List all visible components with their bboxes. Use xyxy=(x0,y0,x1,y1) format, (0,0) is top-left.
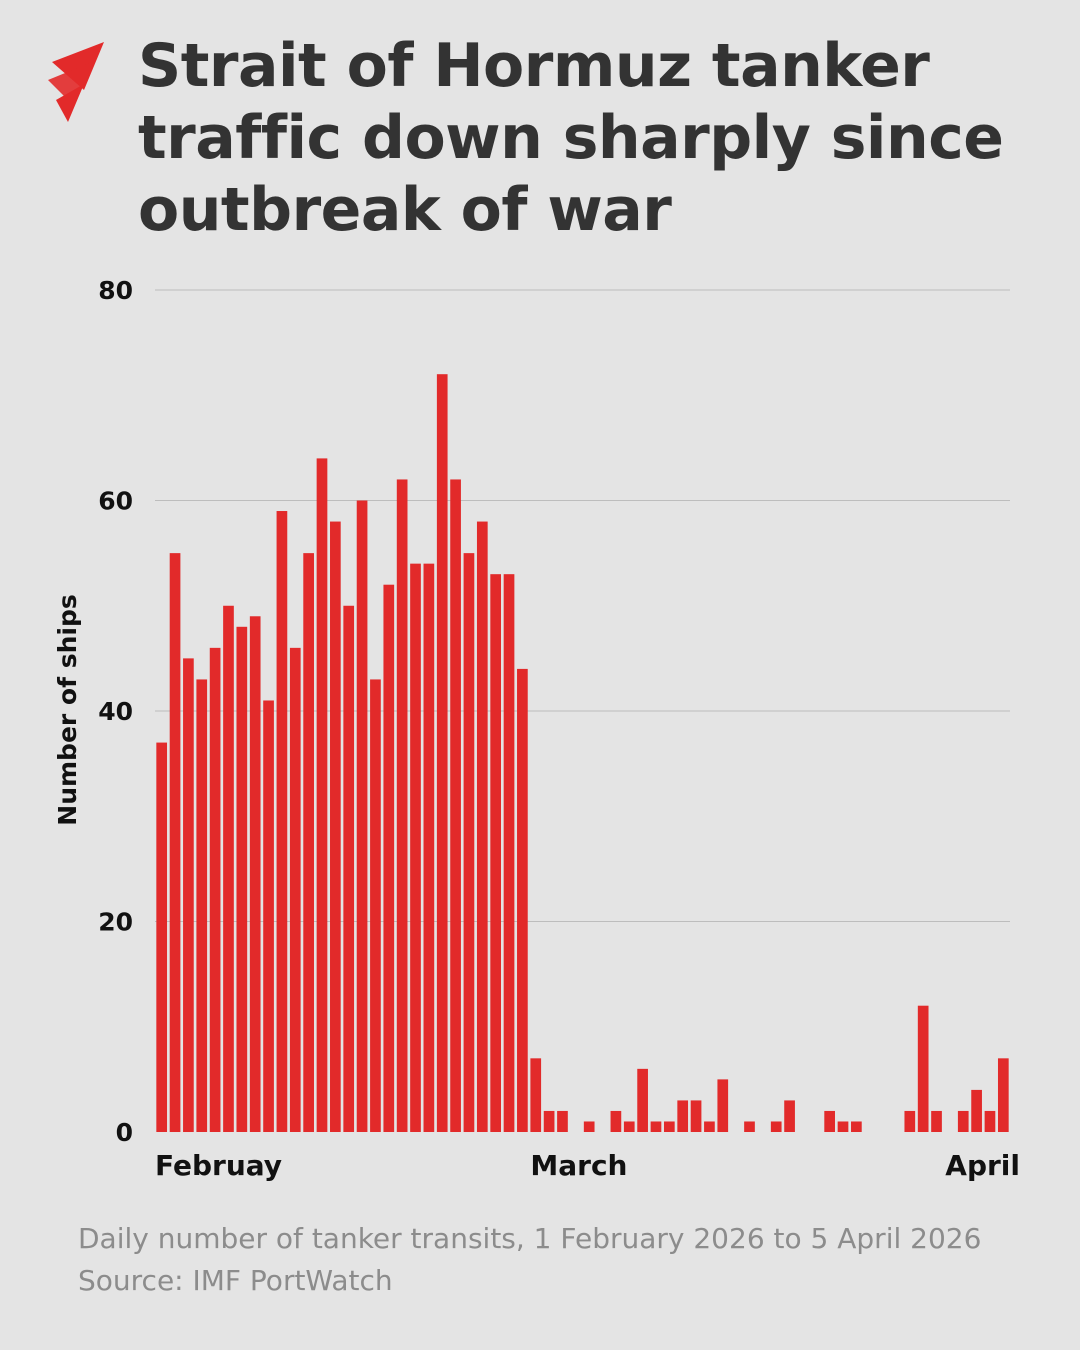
bar-feb-21 xyxy=(423,563,435,1132)
bar-feb-13 xyxy=(316,458,328,1132)
bar-feb-25 xyxy=(476,521,488,1132)
bar-mar-19 xyxy=(770,1121,782,1132)
sbs-logo-icon xyxy=(48,42,104,122)
bar-feb-23 xyxy=(450,479,461,1132)
bar-apr-2 xyxy=(957,1110,969,1132)
x-axis-ticks: Februay March April xyxy=(155,1149,1020,1182)
bar-feb-15 xyxy=(343,605,355,1132)
bar-feb-9 xyxy=(263,700,274,1132)
bar-mar-7 xyxy=(610,1110,622,1132)
bar-mar-5 xyxy=(583,1121,595,1132)
bar-feb-1 xyxy=(156,742,168,1132)
bar-feb-3 xyxy=(183,658,194,1133)
bar-feb-19 xyxy=(396,479,408,1132)
bar-chart: 0 20 40 60 80 Februay March April Number of sh… xyxy=(53,276,1020,1182)
bar-mar-29 xyxy=(904,1110,916,1132)
bar-mar-20 xyxy=(784,1100,795,1132)
bar-apr-4 xyxy=(984,1110,996,1132)
bar-mar-2 xyxy=(543,1110,555,1132)
bars xyxy=(156,374,1009,1133)
y-tick-label: 60 xyxy=(98,487,133,516)
bar-feb-10 xyxy=(276,511,288,1132)
chart-footer: Daily number of tanker transits, 1 Febru… xyxy=(78,1218,1058,1302)
bar-feb-7 xyxy=(236,626,248,1132)
bar-feb-22 xyxy=(436,374,448,1132)
bar-feb-27 xyxy=(503,574,515,1132)
bar-mar-9 xyxy=(637,1068,648,1132)
bar-feb-17 xyxy=(370,679,381,1132)
chart-title: Strait of Hormuz tanker traffic down sha… xyxy=(138,31,1004,245)
bar-mar-12 xyxy=(677,1100,689,1132)
bar-feb-18 xyxy=(383,584,395,1132)
bar-mar-17 xyxy=(744,1121,755,1132)
bar-feb-8 xyxy=(249,616,261,1132)
bar-feb-26 xyxy=(490,574,502,1132)
bar-mar-31 xyxy=(931,1110,942,1132)
bar-feb-20 xyxy=(410,563,421,1132)
bar-mar-8 xyxy=(623,1121,635,1132)
bar-mar-1 xyxy=(530,1058,542,1132)
y-tick-label: 20 xyxy=(98,908,133,937)
bar-mar-13 xyxy=(690,1100,702,1132)
chart-source: Source: IMF PortWatch xyxy=(78,1264,393,1297)
bar-mar-24 xyxy=(837,1121,849,1132)
bar-feb-14 xyxy=(330,521,341,1132)
bar-feb-12 xyxy=(303,553,314,1133)
y-tick-label: 0 xyxy=(116,1118,133,1147)
bar-feb-16 xyxy=(356,500,368,1132)
bar-mar-25 xyxy=(851,1121,862,1132)
bar-apr-3 xyxy=(971,1089,982,1132)
bar-mar-30 xyxy=(917,1005,929,1132)
y-tick-label: 40 xyxy=(98,697,133,726)
x-tick-label: March xyxy=(530,1149,627,1182)
bar-mar-11 xyxy=(663,1121,675,1132)
bar-mar-14 xyxy=(704,1121,715,1132)
y-axis-ticks: 0 20 40 60 80 xyxy=(98,276,133,1147)
y-tick-label: 80 xyxy=(98,276,133,305)
bar-mar-23 xyxy=(824,1110,835,1132)
y-axis-label: Number of ships xyxy=(53,594,82,825)
bar-feb-2 xyxy=(169,553,181,1133)
bar-feb-24 xyxy=(463,553,475,1133)
chart-caption: Daily number of tanker transits, 1 Febru… xyxy=(78,1222,982,1255)
bar-feb-6 xyxy=(223,605,234,1132)
bar-feb-5 xyxy=(209,647,221,1132)
bar-mar-3 xyxy=(557,1110,568,1132)
x-tick-label: April xyxy=(945,1149,1020,1182)
bar-mar-15 xyxy=(717,1079,729,1133)
bar-mar-10 xyxy=(650,1121,662,1132)
bar-apr-5 xyxy=(997,1058,1009,1132)
x-tick-label: Februay xyxy=(155,1149,282,1182)
bar-feb-4 xyxy=(196,679,208,1132)
bar-feb-28 xyxy=(517,668,528,1132)
bar-feb-11 xyxy=(289,647,301,1132)
